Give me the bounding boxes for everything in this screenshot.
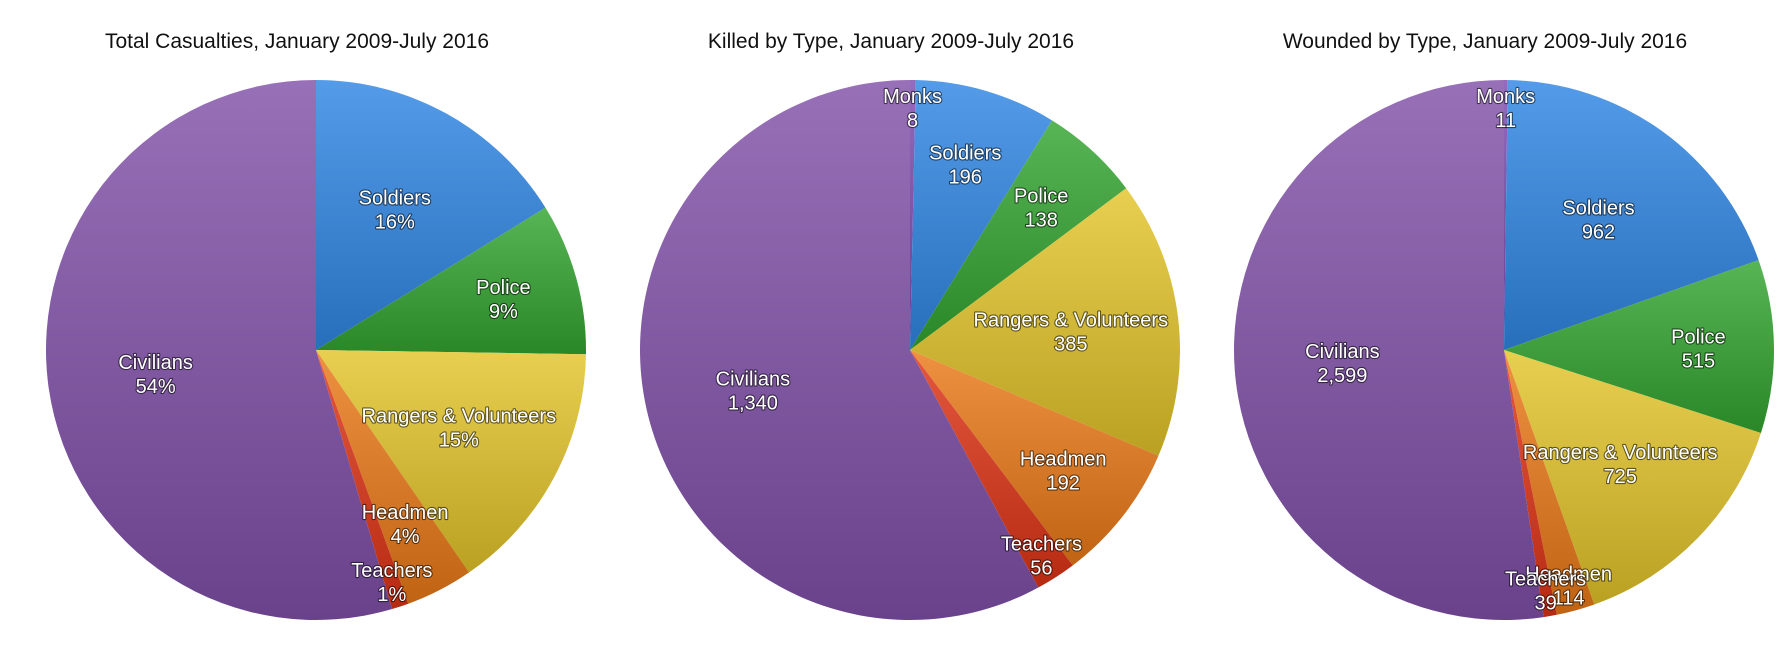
pie-slice-headmen — [1504, 350, 1595, 615]
slice-label-civilians: Civilians 54% — [118, 352, 192, 398]
pie-slice-soldiers — [1504, 80, 1759, 350]
pie-chart-killed: Monks 8 Soldiers 196 Police 138 Rangers & Volu… — [640, 79, 1181, 621]
pie-panel-wounded: Wounded by Type, January 2009-July 2016 … — [1188, 0, 1782, 656]
slice-label-teachers: Teachers 1% — [351, 560, 432, 606]
slice-label-rangers-and-volunteers: Rangers & Volunteers 725 — [1523, 442, 1718, 488]
pie-slice-police — [910, 120, 1127, 350]
pie-slice-teachers — [316, 350, 409, 610]
slice-label-headmen: Headmen 114 — [1525, 563, 1612, 609]
pie-slice-rangers-and-volunteers — [316, 350, 586, 573]
slice-label-police: Police 9% — [476, 277, 530, 323]
pie-slice-headmen — [910, 350, 1159, 566]
pie-slice-civilians — [1233, 80, 1544, 621]
slice-label-soldiers: Soldiers 16% — [359, 187, 431, 233]
pie-slice-rangers-and-volunteers — [910, 188, 1181, 456]
slice-label-civilians: Civilians 2,599 — [1305, 341, 1379, 387]
slice-label-soldiers: Soldiers 962 — [1562, 197, 1634, 243]
pie-chart-total: Soldiers 16% Police 9% Rangers & Volunteers 1… — [45, 80, 587, 620]
pie-slice-teachers — [1504, 350, 1557, 618]
chart-title: Total Casualties, January 2009-July 2016 — [104, 30, 490, 53]
pie-slice-soldiers — [316, 80, 546, 350]
slice-label-civilians: Civilians 1,340 — [716, 369, 790, 415]
pie-slice-civilians — [640, 80, 1039, 621]
pie-slice-monks — [910, 79, 916, 351]
slice-label-police: Police 138 — [1014, 186, 1068, 232]
slice-label-rangers-and-volunteers: Rangers & Volunteers 15% — [362, 406, 557, 452]
slice-label-police: Police 515 — [1671, 326, 1725, 372]
slice-label-teachers: Teachers 39 — [1505, 568, 1586, 614]
pie-panel-total: Total Casualties, January 2009-July 2016… — [0, 0, 594, 656]
pie-panel-killed: Killed by Type, January 2009-July 2016 M… — [594, 0, 1188, 656]
chart-title: Killed by Type, January 2009-July 2016 — [707, 30, 1075, 53]
slice-label-monks: Monks 11 — [1476, 86, 1535, 132]
slice-label-headmen: Headmen 4% — [362, 502, 449, 548]
pie-slice-police — [316, 207, 587, 355]
pie-slice-police — [1504, 260, 1774, 433]
pie-slice-teachers — [910, 350, 1073, 588]
pie-slice-civilians — [45, 80, 393, 620]
slice-label-rangers-and-volunteers: Rangers & Volunteers 385 — [974, 310, 1169, 356]
pie-slice-soldiers — [910, 80, 1052, 350]
pie-slice-monks — [1504, 80, 1508, 350]
pie-slice-rangers-and-volunteers — [1504, 350, 1761, 605]
pie-chart-wounded: Monks 11 Soldiers 962 Police 515 Rangers & Vol… — [1233, 80, 1774, 621]
slice-label-monks: Monks 8 — [883, 86, 942, 132]
slice-label-soldiers: Soldiers 196 — [929, 143, 1001, 189]
chart-title: Wounded by Type, January 2009-July 2016 — [1282, 30, 1688, 53]
slice-label-headmen: Headmen 192 — [1020, 449, 1107, 495]
pie-slice-headmen — [316, 350, 470, 604]
slice-label-teachers: Teachers 56 — [1001, 533, 1082, 579]
